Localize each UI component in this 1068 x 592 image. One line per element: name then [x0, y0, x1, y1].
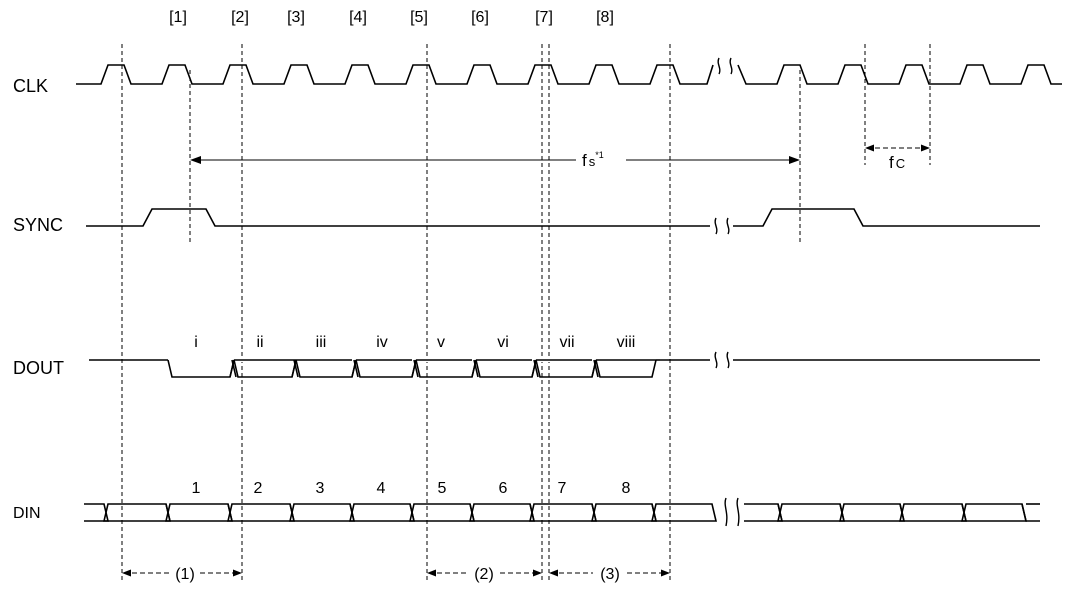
din-segment: [349, 503, 355, 522]
din-segment: [528, 503, 598, 522]
dout-bit: [413, 359, 419, 378]
din-bit-label: 6: [499, 480, 508, 497]
dout-bit: [291, 359, 357, 378]
dout-bit: [411, 359, 477, 378]
din-bit-label: 4: [377, 480, 386, 497]
din-segment: [961, 503, 967, 522]
din-segment: [591, 503, 597, 522]
din-segment: [776, 503, 846, 522]
din-segment: [529, 503, 535, 522]
dout-bit: [293, 359, 299, 378]
din-segment: [744, 503, 784, 522]
dout-bit-label: iii: [316, 334, 327, 351]
din-bit-label: 8: [622, 480, 631, 497]
dout-bit-label: vii: [559, 334, 574, 351]
edge-label: [1]: [169, 9, 187, 26]
din-segment: [839, 503, 845, 522]
interval-label: (2): [474, 566, 494, 583]
dout-bit: [473, 359, 479, 378]
dout-bit-label: i: [194, 334, 198, 351]
din-segment: [227, 503, 233, 522]
sync-break-mark: [714, 217, 730, 235]
din-segment: [838, 503, 906, 522]
din-segment: [409, 503, 415, 522]
edge-label: [8]: [596, 9, 614, 26]
din-segment: [289, 503, 295, 522]
edge-label: [6]: [471, 9, 489, 26]
dout-bit-label: ii: [256, 334, 263, 351]
din-segment: [898, 503, 968, 522]
din-segment: [408, 503, 476, 522]
signal-labels: CLK SYNC DOUT: [13, 76, 64, 378]
din-bit-labels: 1 2 3 4 5 6 7 8: [192, 480, 631, 497]
clk-waveform: [76, 64, 714, 85]
din-segment: [226, 503, 296, 522]
guide-lines: [121, 44, 931, 582]
edge-label: [5]: [410, 9, 428, 26]
din-break-mark: [724, 497, 740, 527]
din-waveform: [84, 503, 718, 522]
dout-bit: [231, 359, 237, 378]
dout-bit: [353, 359, 359, 378]
interval-label: (1): [175, 566, 195, 583]
interval-arrow-2: [427, 569, 542, 577]
din-bit-label: 5: [438, 480, 447, 497]
dout-bit: [591, 359, 657, 378]
din-segment: [960, 503, 1028, 522]
din-bit-label: 3: [316, 480, 325, 497]
clk-waveform-cont: [737, 64, 1062, 85]
dout-bit: [351, 359, 417, 378]
signal-label-dout: DOUT: [13, 358, 64, 378]
fs-period-arrow: [190, 156, 800, 164]
clk-break-mark: [717, 57, 733, 75]
edge-label: [2]: [231, 9, 249, 26]
signal-label-sync: SYNC: [13, 215, 63, 235]
din-segment: [899, 503, 905, 522]
din-segment: [650, 503, 718, 522]
dout-bit-labels: i ii iii iv v vi vii viii: [194, 334, 635, 351]
din-segment: [468, 503, 536, 522]
interval-arrow-1: [122, 569, 242, 577]
sync-waveform: [86, 208, 710, 227]
edge-label: [4]: [349, 9, 367, 26]
din-bit-label: 7: [558, 480, 567, 497]
signal-label-din: DIN: [13, 505, 41, 522]
din-segment: [651, 503, 657, 522]
sync-waveform-cont: [733, 208, 1040, 227]
dout-bit-label: vi: [497, 334, 509, 351]
din-segment: [777, 503, 783, 522]
din-segment: [164, 503, 234, 522]
dout-bit: [167, 359, 235, 378]
din-segment: [288, 503, 356, 522]
signal-label-clk: CLK: [13, 76, 48, 96]
din-bit-label: 1: [192, 480, 201, 497]
fs-label: f s*1: [582, 150, 604, 170]
dout-break-mark: [714, 351, 730, 369]
interval-arrow-3: [549, 569, 670, 577]
edge-label: [3]: [287, 9, 305, 26]
din-bit-label: 2: [254, 480, 263, 497]
interval-label: (3): [600, 566, 620, 583]
din-segment: [1021, 503, 1040, 522]
edge-label: [7]: [535, 9, 553, 26]
dout-bits: [167, 359, 660, 378]
din-segment: [469, 503, 475, 522]
din-segment: [102, 503, 172, 522]
dout-bit-label: iv: [376, 334, 388, 351]
dout-bit-label: v: [437, 334, 445, 351]
edge-labels: [1] [2] [3] [4] [5] [6] [7] [8]: [169, 9, 614, 26]
din-waveform-cont: [744, 503, 1040, 522]
dout-bit: [593, 359, 599, 378]
dout-bit: [471, 359, 537, 378]
din-segment: [590, 503, 658, 522]
dout-bit-label: viii: [617, 334, 636, 351]
fc-period-arrow: [865, 144, 930, 152]
dout-bit: [229, 359, 297, 378]
din-segment: [348, 503, 416, 522]
dout-bit: [533, 359, 539, 378]
